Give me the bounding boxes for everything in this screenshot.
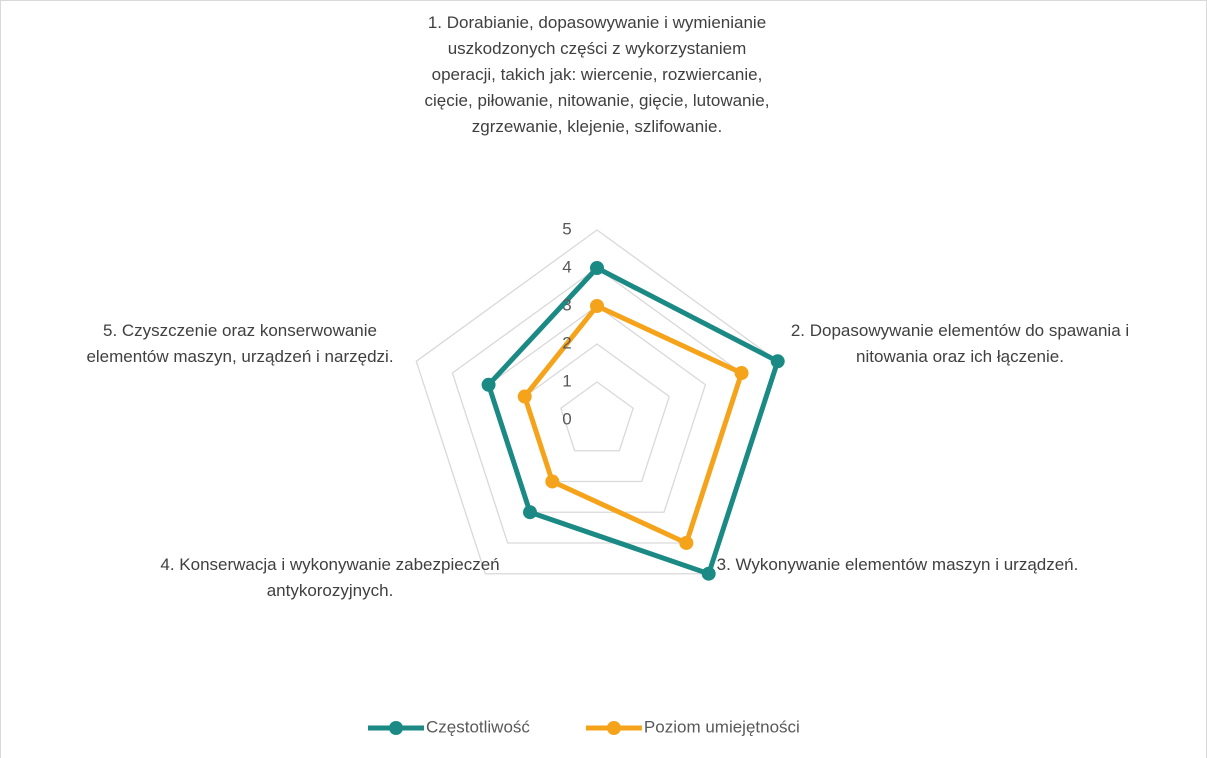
category-label: 5. Czyszczenie oraz konserwowanie elemen… — [86, 321, 394, 366]
radial-tick-label: 0 — [562, 409, 571, 428]
marker — [679, 535, 694, 550]
radial-tick-label: 5 — [562, 219, 571, 238]
marker — [701, 566, 716, 581]
marker — [770, 354, 785, 369]
marker — [590, 299, 604, 313]
category-label: 2. Dopasowywanie elementów do spawania i… — [790, 321, 1130, 366]
category-label: 1. Dorabianie, dopasowywanie i wymienian… — [424, 13, 770, 136]
grid-ring — [487, 305, 707, 513]
grid-ring — [451, 267, 743, 544]
legend-marker — [606, 721, 621, 735]
category-label: 4. Konserwacja i wykonywanie zabezpiecze… — [160, 555, 500, 600]
marker — [522, 505, 537, 520]
radial-tick-label: 1 — [562, 371, 571, 390]
legend-label: Częstotliwość — [426, 717, 530, 736]
series-line — [486, 265, 781, 577]
category-label: 3. Wykonywanie elementów maszyn i urządz… — [716, 555, 1079, 574]
marker — [590, 261, 604, 275]
grid-ring — [523, 343, 671, 483]
marker — [481, 377, 496, 392]
legend-marker — [389, 721, 403, 735]
legend-label: Poziom umiejętności — [644, 717, 800, 736]
radial-tick-label: 4 — [562, 257, 571, 276]
grid-ring — [560, 381, 634, 452]
radial-tick-label: 3 — [562, 295, 571, 314]
grid-ring — [415, 229, 779, 575]
marker — [517, 389, 532, 404]
marker — [545, 474, 560, 489]
marker — [734, 366, 749, 381]
series-line — [522, 303, 745, 546]
radial-tick-label: 2 — [562, 333, 571, 352]
